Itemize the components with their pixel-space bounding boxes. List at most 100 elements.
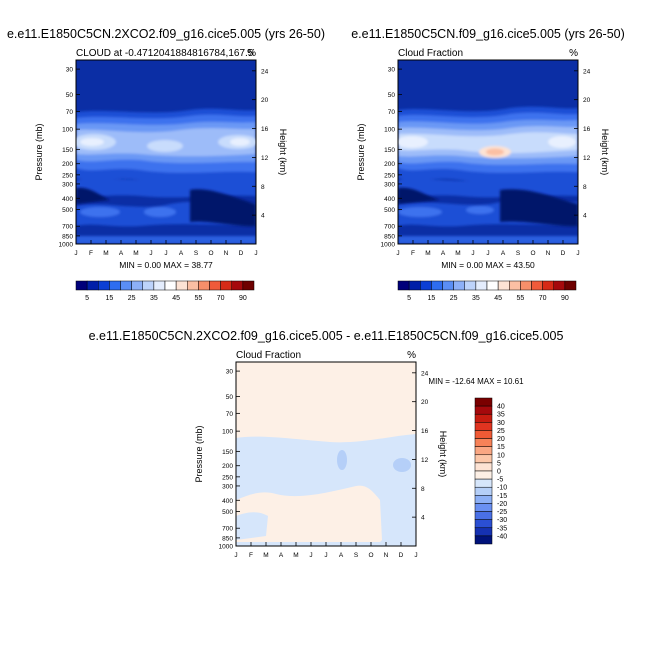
panel-3-colorbar-swatch xyxy=(474,486,493,496)
panel-3-month-label: J xyxy=(309,552,312,559)
panel-1-colorbar-swatch xyxy=(86,280,99,291)
panel-1-colorbar-label: 25 xyxy=(128,295,136,302)
panel-3-colorbar-label: 30 xyxy=(497,420,505,427)
panel-3-month-label: A xyxy=(279,552,284,559)
panel-1-height-label: 8 xyxy=(261,184,265,191)
panel-2-month-label: M xyxy=(455,250,460,257)
panel-1-colorbar-label: 35 xyxy=(150,295,158,302)
panel-2-pressure-label: 500 xyxy=(384,207,395,214)
panel-1-pressure-label: 300 xyxy=(62,181,73,188)
panel-2-month-label: O xyxy=(530,250,535,257)
panel-3-colorbar-swatch xyxy=(474,462,493,472)
panel-3-colorbar-label: 20 xyxy=(497,436,505,443)
panel-3-colorbar-swatch xyxy=(474,397,493,407)
panel-1-colorbar-swatch xyxy=(198,280,210,291)
panel-1-colorbar-swatch xyxy=(153,280,166,291)
panel-3-pressure-label: 850 xyxy=(222,535,233,542)
panel-3-colorbar-label: -20 xyxy=(497,501,507,508)
panel-1-colorbar-label: 15 xyxy=(105,295,113,302)
panel-2-units: % xyxy=(569,48,578,59)
panel-1-colorbar-swatch xyxy=(175,280,188,291)
panel-1-pressure-label: 700 xyxy=(62,224,73,231)
panel-3-colorbar-swatch xyxy=(474,446,493,456)
panel-3-pressure-label: 400 xyxy=(222,498,233,505)
panel-2-colorbar-label: 90 xyxy=(561,295,569,302)
panel-1-pressure-label: 100 xyxy=(62,127,73,134)
panel-1-pressure-label: 30 xyxy=(66,67,74,74)
panel-1-colorbar-swatch xyxy=(109,280,121,291)
panel-3-pressure-label: 30 xyxy=(226,369,234,376)
panel-2-pressure-label: 70 xyxy=(388,109,396,116)
panel-2-colorbar-swatch xyxy=(431,280,443,291)
panel-3-pressure-label: 500 xyxy=(222,509,233,516)
panel-1-month-label: J xyxy=(149,250,152,257)
panel-1-ylabel-left: Pressure (mb) xyxy=(34,123,44,180)
panel-1-height-label: 20 xyxy=(261,97,269,104)
panel-2-month-label: N xyxy=(546,250,551,257)
panel-3-month-label: O xyxy=(368,552,373,559)
panel-1-pressure-label: 70 xyxy=(66,109,74,116)
panel-1-pressure-label: 50 xyxy=(66,92,74,99)
panel-3-height-label: 12 xyxy=(421,457,429,464)
panel-3-month-label: D xyxy=(399,552,404,559)
panel-1-colorbar-label: 90 xyxy=(239,295,247,302)
panel-1-colorbar-swatch xyxy=(75,280,88,291)
panel-2-colorbar-swatch xyxy=(442,280,454,291)
panel-1-colorbar-swatch xyxy=(131,280,143,291)
panel-2-colorbar-label: 70 xyxy=(539,295,547,302)
panel-3-colorbar-label: -25 xyxy=(497,509,507,516)
panel-3-colorbar-swatch xyxy=(474,454,493,464)
panel-1-month-label: J xyxy=(164,250,167,257)
panel-2-colorbar-label: 5 xyxy=(407,295,411,302)
panel-1-units: % xyxy=(247,48,256,59)
panel-2-colorbar-label: 45 xyxy=(494,295,502,302)
panel-3-pressure-label: 300 xyxy=(222,483,233,490)
panel-2-month-label: J xyxy=(576,250,579,257)
panel-1-colorbar: 5 15 25 35 45 55 70 90 xyxy=(75,280,255,302)
panel-3-month-label: S xyxy=(354,552,359,559)
panel-1-colorbar-swatch xyxy=(187,280,199,291)
panel-2-month-label: S xyxy=(516,250,521,257)
panel-3-colorbar-swatch xyxy=(474,470,493,480)
panel-2-height-label: 16 xyxy=(583,126,591,133)
panel-2-colorbar-label: 25 xyxy=(450,295,458,302)
panel-1-stats: MIN = 0.00 MAX = 38.77 xyxy=(119,260,213,270)
panel-2-colorbar-swatch xyxy=(520,280,532,291)
panel-2-pressure-label: 850 xyxy=(384,233,395,240)
panel-2-colorbar-label: 35 xyxy=(472,295,480,302)
panel-3-pressure-label: 200 xyxy=(222,463,233,470)
panel-3-colorbar-label: 15 xyxy=(497,444,505,451)
panel-2-axes: 30 50 70 100 150 200 250 300 400 500 700 850 1000 24 2… xyxy=(356,67,610,257)
panel-1-height-label: 4 xyxy=(261,213,265,220)
panel-3-colorbar-label: 10 xyxy=(497,452,505,459)
panel-1-month-label: N xyxy=(224,250,229,257)
panel-3-pressure-label: 70 xyxy=(226,411,234,418)
panel-1-axes: 30 50 70 100 150 200 250 300 400 500 700 850 1000 24 2… xyxy=(34,67,288,257)
panel-3-colorbar-swatch xyxy=(474,527,493,537)
panel-3-colorbar-label: 0 xyxy=(497,469,501,476)
panel-1-title: e.e11.E1850C5CN.2XCO2.f09_g16.cice5.005 … xyxy=(7,27,325,41)
panel-2-month-label: M xyxy=(425,250,430,257)
panel-2-pressure-label: 700 xyxy=(384,224,395,231)
panel-3-colorbar-swatch xyxy=(474,535,493,545)
panel-1-month-label: J xyxy=(254,250,257,257)
panel-3-height-label: 16 xyxy=(421,428,429,435)
panel-1-pressure-label: 200 xyxy=(62,161,73,168)
panel-3-colorbar-swatch xyxy=(474,503,493,512)
panel-2-pressure-label: 300 xyxy=(384,181,395,188)
panel-3-pressure-label: 700 xyxy=(222,526,233,533)
panel-1-pressure-label: 500 xyxy=(62,207,73,214)
panel-2-ylabel-left: Pressure (mb) xyxy=(356,123,366,180)
panel-3-subtitle: Cloud Fraction xyxy=(236,350,301,361)
panel-1-month-label: S xyxy=(194,250,199,257)
panel-2-month-label: J xyxy=(471,250,474,257)
panel-2-ylabel-right: Height (km) xyxy=(600,129,610,176)
panel-1-colorbar-label: 70 xyxy=(217,295,225,302)
panel-1-pressure-label: 1000 xyxy=(59,242,74,249)
panel-1-month-label: A xyxy=(179,250,184,257)
panel-2-colorbar: 5 15 25 35 45 55 70 90 xyxy=(397,280,577,302)
panel-2-colorbar-swatch xyxy=(420,280,432,291)
panel-3-pressure-label: 1000 xyxy=(219,544,234,551)
panel-2-colorbar-swatch xyxy=(408,280,421,291)
